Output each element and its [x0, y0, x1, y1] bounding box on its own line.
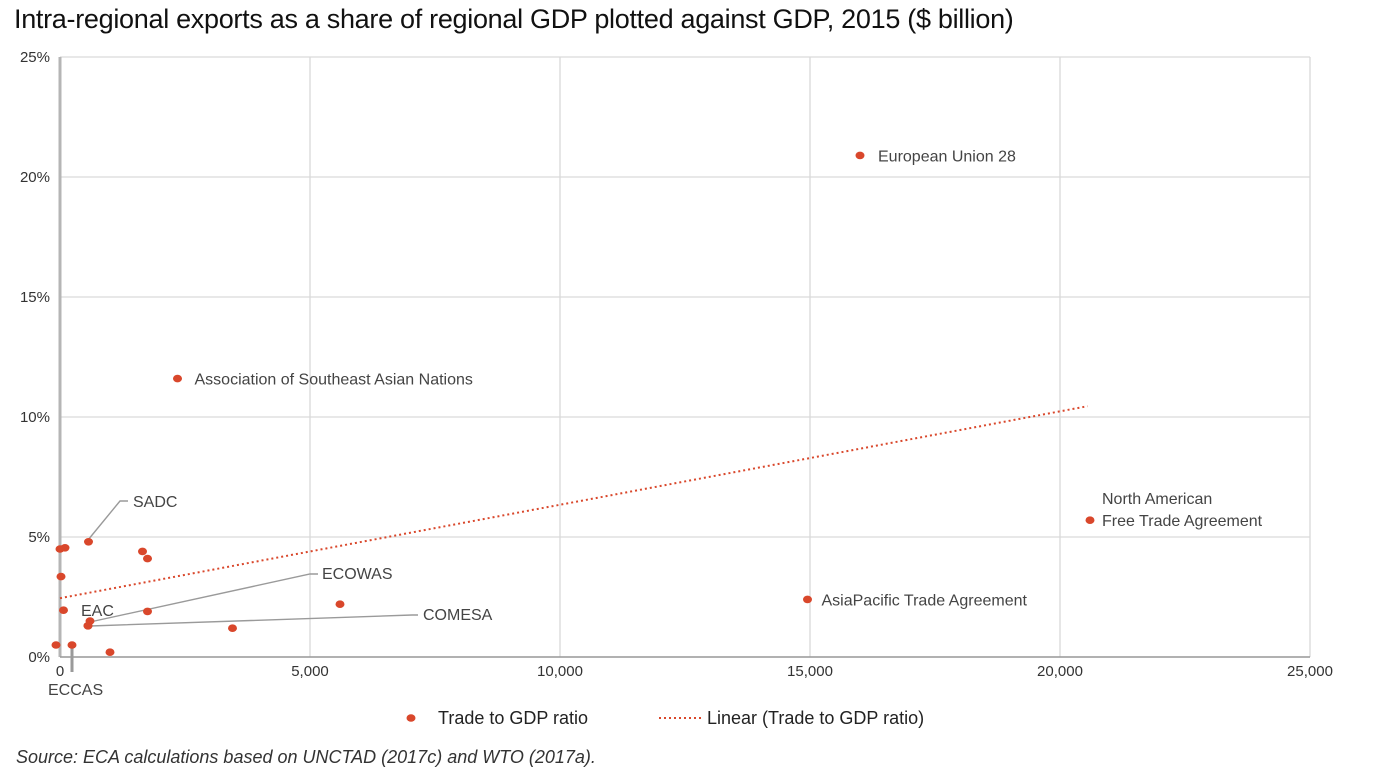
point-label: COMESA — [423, 607, 493, 624]
data-point — [105, 648, 115, 656]
x-tick-label: 10,000 — [537, 663, 583, 680]
point-label-line: EAC — [81, 603, 114, 620]
point-label-line: ECCAS — [48, 682, 103, 699]
trendline-layer — [59, 405, 1088, 600]
y-axis-ticks: 0% 5% 10% 15% 20% 25% — [20, 49, 50, 666]
x-tick-label: 5,000 — [291, 663, 329, 680]
y-tick-label: 10% — [20, 409, 50, 426]
data-point — [67, 641, 77, 649]
legend-label-points: Trade to GDP ratio — [438, 708, 588, 728]
data-point — [51, 641, 61, 649]
y-tick-label: 0% — [28, 649, 50, 666]
point-label: EAC — [81, 603, 114, 620]
data-point — [59, 606, 68, 614]
legend-label-trend: Linear (Trade to GDP ratio) — [707, 708, 924, 728]
x-tick-label: 15,000 — [787, 663, 833, 680]
point-label: Association of Southeast Asian Nations — [195, 372, 473, 389]
point-label-line: ECOWAS — [322, 566, 393, 583]
point-label: SADC — [133, 494, 177, 511]
x-tick-label: 0 — [56, 663, 64, 680]
point-label-line: Free Trade Agreement — [1102, 513, 1263, 530]
data-point — [138, 547, 147, 556]
data-point — [56, 572, 66, 581]
legend: Trade to GDP ratio Linear (Trade to GDP r… — [406, 708, 924, 728]
y-tick-label: 15% — [20, 289, 50, 306]
point-label-line: SADC — [133, 494, 177, 511]
chart-title: Intra-regional exports as a share of reg… — [14, 4, 1014, 34]
x-tick-label: 20,000 — [1037, 663, 1083, 680]
label-leader-line — [89, 614, 418, 627]
y-tick-label: 20% — [20, 169, 50, 186]
label-leader-line — [87, 500, 128, 541]
data-point — [335, 600, 345, 608]
gridlines — [58, 56, 1311, 658]
point-label: AsiaPacific Trade Agreement — [822, 592, 1028, 609]
label-leader-line — [89, 573, 318, 623]
point-label: ECCAS — [48, 682, 103, 699]
data-point — [143, 554, 152, 563]
data-point — [803, 595, 812, 604]
x-tick-label: 25,000 — [1287, 663, 1333, 680]
source-note: Source: ECA calculations based on UNCTAD… — [16, 747, 596, 767]
data-point — [83, 622, 93, 630]
annotation-leaders — [70, 500, 418, 672]
y-tick-label: 25% — [20, 49, 50, 66]
data-point — [228, 624, 237, 632]
x-axis-ticks: 0 5,000 10,000 15,000 20,000 25,000 — [56, 663, 1333, 680]
data-point — [855, 151, 865, 160]
point-label-line: European Union 28 — [878, 148, 1016, 165]
data-point — [84, 538, 93, 546]
point-label: European Union 28 — [878, 148, 1016, 165]
y-tick-label: 5% — [28, 529, 50, 546]
point-label: ECOWAS — [322, 566, 393, 583]
data-point — [173, 374, 182, 383]
point-label-line: COMESA — [423, 607, 493, 624]
point-label-line: AsiaPacific Trade Agreement — [822, 592, 1028, 609]
point-label-line: North American — [1102, 491, 1212, 508]
point-label: North American Free Trade Agreement — [1102, 491, 1263, 530]
linear-trendline — [59, 405, 1088, 600]
point-labels: European Union 28 Association of Southeas… — [48, 148, 1263, 699]
legend-marker-points — [406, 714, 416, 722]
data-point — [143, 607, 152, 616]
data-point — [60, 544, 70, 552]
data-points — [51, 151, 1095, 656]
point-label-line: Association of Southeast Asian Nations — [195, 372, 473, 389]
data-point — [1085, 516, 1095, 524]
